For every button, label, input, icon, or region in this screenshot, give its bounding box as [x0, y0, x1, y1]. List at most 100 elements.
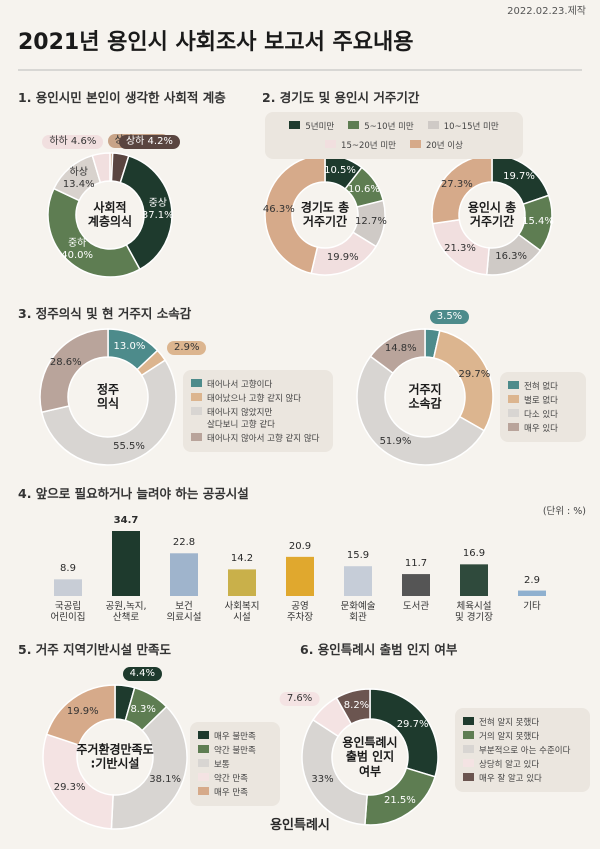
value-text: 33% — [311, 774, 334, 786]
legend-swatch — [463, 745, 474, 753]
value-label: 14.8% — [385, 343, 417, 355]
value-label: 12.7% — [355, 216, 387, 228]
value-label: 하하 4.6% — [42, 134, 104, 149]
legend-swatch — [508, 395, 519, 403]
legend-swatch — [508, 423, 519, 431]
value-label: 3.5% — [429, 310, 470, 325]
bar — [112, 531, 140, 596]
legend-swatch — [198, 731, 209, 739]
x-tick-label: 공원,녹지, 산책로 — [105, 601, 147, 624]
legend: 5년미만 5~10년 미만 10~15년 미만 15~20년 미만 20년 이상 — [265, 112, 523, 159]
legend-label: 10~15년 미만 — [443, 122, 499, 132]
legend-swatch — [198, 745, 209, 753]
value-text: 40.0% — [61, 249, 94, 261]
legend-swatch — [463, 759, 474, 767]
donut-segment — [335, 688, 371, 725]
legend-label: 상당히 알고 있다 — [479, 760, 540, 770]
bar-value-label: 2.9 — [524, 574, 540, 586]
section-title: 5. 거주 지역기반시설 만족도 — [18, 642, 172, 657]
legend-swatch — [198, 773, 209, 781]
legend-swatch — [508, 381, 519, 389]
bar-value-label: 22.8 — [172, 537, 196, 549]
legend-label: 보통 — [214, 760, 230, 770]
date: 2022.02.23.제작 — [507, 6, 586, 17]
donut-segment — [40, 359, 177, 466]
category-label: 하하 — [49, 135, 68, 147]
bar — [518, 590, 546, 596]
bar-value-label: 16.9 — [462, 548, 486, 560]
category-label: 하상 — [69, 166, 88, 178]
x-tick-label: 문화예술 회관 — [340, 601, 376, 624]
legend-label: 약간 만족 — [214, 774, 248, 784]
section-title: 3. 정주의식 및 현 거주지 소속감 — [18, 306, 192, 321]
donut-segment — [45, 684, 116, 746]
legend-label: 5년미만 — [305, 122, 335, 132]
value-label: 16.3% — [495, 251, 527, 263]
legend-item: 5년미만 — [289, 120, 334, 132]
main-title: 2021년 용인시 사회조사 보고서 주요내용 — [18, 30, 414, 55]
value-text: 15.4% — [522, 215, 554, 227]
center-label: 정주 의식 — [96, 382, 120, 411]
center-label: 경기도 총 거주기간 — [300, 200, 350, 229]
donut-segment — [110, 705, 188, 830]
value-label: 4.4% — [122, 666, 162, 681]
value-label: 19.9% — [67, 706, 99, 718]
value-text: 19.9% — [326, 251, 359, 263]
legend-item: 약간 만족 — [198, 772, 272, 784]
legend-label: 5~10년 미만 — [364, 122, 414, 132]
legend-item: 다소 있다 — [508, 408, 578, 420]
bar-value-label: 14.2 — [230, 553, 254, 565]
x-tick-label: 국공립 어린이집 — [50, 601, 86, 624]
legend-label: 태어났으나 고향 같지 않다 — [207, 394, 302, 404]
legend-label: 약간 불만족 — [214, 746, 256, 756]
bar — [344, 566, 372, 596]
value-text: 29.7% — [458, 369, 491, 381]
category-label: 상하 — [125, 136, 145, 148]
legend-item: 매우 잘 알고 있다 — [463, 772, 582, 784]
legend-label: 태어나서 고향이다 — [207, 380, 273, 390]
value-label: 33% — [311, 774, 333, 786]
value-label: 하상 13.4% — [63, 167, 95, 191]
value-label: 13.0% — [114, 341, 146, 353]
bar — [402, 574, 430, 596]
section-title: 1. 용인시민 본인이 생각한 사회적 계층 — [18, 90, 226, 105]
legend-swatch — [191, 393, 202, 401]
legend-swatch — [463, 731, 474, 739]
center-label: 주거환경만족도 :기반시설 — [76, 742, 154, 771]
legend-swatch — [463, 773, 474, 781]
legend-item: 15~20년 미만 — [325, 139, 396, 151]
legend: 전혀 없다 별로 없다 다소 있다 매우 있다 — [500, 372, 586, 442]
center-label: 용인특례시 출범 인지 여부 — [342, 735, 398, 779]
value-text: 13.0% — [113, 341, 146, 353]
value-label: 29.7% — [397, 719, 429, 731]
value-text: 29.3% — [53, 782, 86, 794]
legend-swatch — [198, 787, 209, 795]
category-label: 중하 — [67, 237, 87, 249]
value-label: 2.9% — [167, 340, 207, 355]
value-text: 4.6% — [70, 135, 97, 147]
value-text: 10.6% — [348, 183, 380, 195]
legend-label: 태어나지 않아서 고향 같지 않다 — [207, 434, 320, 444]
legend-label: 전혀 없다 — [524, 382, 558, 392]
bar-value-label: 11.7 — [404, 558, 428, 570]
donut-segment — [301, 718, 368, 826]
value-text: 13.4% — [62, 178, 95, 190]
value-label: 27.3% — [441, 179, 473, 191]
legend-item: 별로 없다 — [508, 394, 578, 406]
donut-segment — [39, 328, 109, 414]
value-label: 19.7% — [503, 171, 535, 183]
value-text: 14.8% — [384, 342, 417, 354]
x-tick-label: 기타 — [523, 601, 541, 612]
value-text: 8.2% — [343, 699, 370, 711]
x-tick-label: 공영 주차장 — [286, 601, 314, 624]
value-label: 중상 37.1% — [142, 198, 174, 222]
unit-label: (단위 : %) — [542, 506, 586, 517]
legend-swatch — [191, 379, 202, 387]
value-label: 21.5% — [384, 795, 416, 807]
legend-item: 상당히 알고 있다 — [463, 758, 582, 770]
value-text: 4.4% — [129, 667, 155, 679]
donut-segment — [369, 328, 426, 375]
legend-label: 15~20년 미만 — [341, 141, 396, 151]
